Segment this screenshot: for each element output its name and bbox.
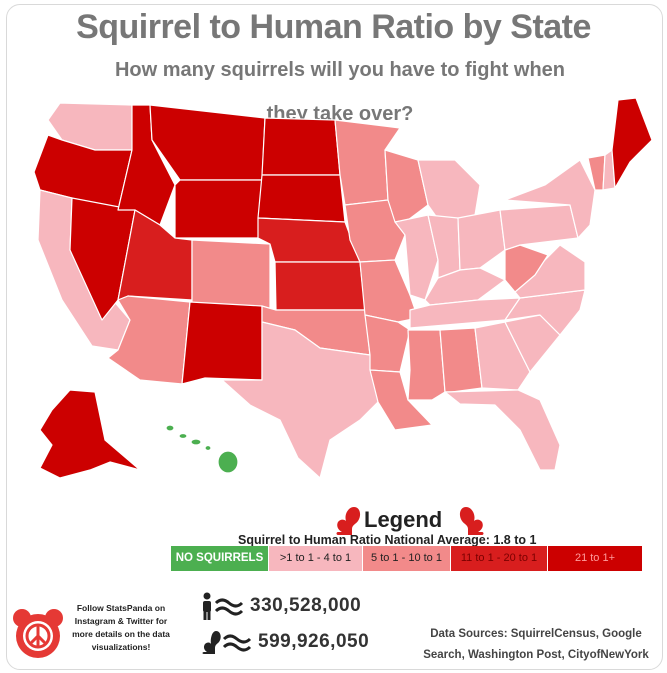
state-PA [499,204,579,251]
legend-item-1-4: >1 to 1 - 4 to 1 [269,546,363,571]
data-sources: Data Sources: SquirrelCensus, Google Sea… [423,628,649,661]
approx-icon [214,598,244,616]
state-LA [369,369,433,431]
squirrel-icon [202,631,221,654]
state-TX [221,321,379,479]
state-SD [257,174,346,223]
state-CO [191,239,271,311]
state-ND [261,117,341,176]
state-KS [274,261,366,311]
human-icon [203,592,211,620]
state-MI [417,159,481,223]
legend-scale: NO SQUIRRELS >1 to 1 - 4 to 1 5 to 1 - 1… [171,546,643,571]
state-AL [439,327,483,393]
state-AR [364,314,411,373]
legend-item-21-plus: 21 to 1+ [548,546,643,571]
state-FL [444,389,561,471]
state-ME [611,97,653,189]
squirrel-count: 599,926,050 [258,631,370,652]
legend-item-11-20: 11 to 1 - 20 to 1 [451,546,548,571]
legend-title: Legend [330,503,500,537]
approx-icon [222,634,252,652]
state-GA [474,321,531,391]
national-average: Squirrel to Human Ratio National Average… [238,533,537,547]
state-MS [407,329,446,401]
state-NE [257,217,361,263]
squirrel-icon [459,507,484,535]
legend-item-no-squirrels: NO SQUIRRELS [171,546,269,571]
page-title: Squirrel to Human Ratio by State [76,8,591,46]
squirrel-icon [336,507,361,535]
state-NY [504,159,596,239]
statspanda-logo [13,609,63,658]
human-population: 330,528,000 [200,592,361,620]
state-OH [457,209,506,271]
legend-item-5-10: 5 to 1 - 10 to 1 [363,546,451,571]
state-WY [174,179,263,239]
state-HI [165,424,239,474]
legend-title-label: Legend [364,507,443,532]
follow-text: Follow StatsPanda on Instagram & Twitter… [72,603,170,652]
human-count: 330,528,000 [250,595,362,616]
squirrel-population: 599,926,050 [200,628,369,656]
state-AZ [107,295,191,385]
state-NM [181,301,263,385]
state-AK [39,389,141,479]
